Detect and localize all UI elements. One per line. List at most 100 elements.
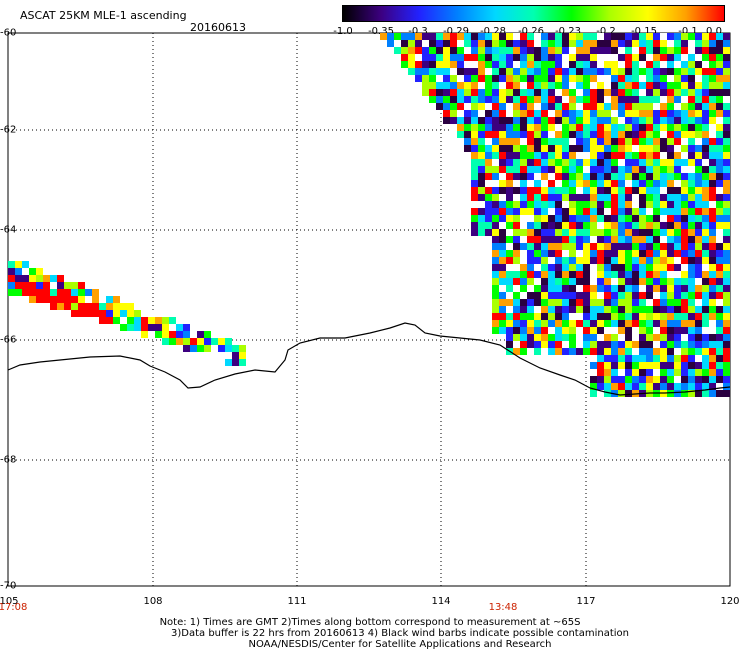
- swath-cell: [513, 215, 520, 222]
- swath-cell: [429, 68, 436, 75]
- swath-cell: [681, 110, 688, 117]
- swath-cell: [625, 229, 632, 236]
- swath-cell: [232, 352, 239, 359]
- swath-cell: [695, 61, 702, 68]
- swath-cell: [611, 362, 618, 369]
- swath-cell: [520, 166, 527, 173]
- swath-cell: [688, 362, 695, 369]
- swath-cell: [618, 138, 625, 145]
- swath-cell: [71, 289, 78, 296]
- swath-cell: [520, 47, 527, 54]
- swath-cell: [218, 338, 225, 345]
- swath-cell: [674, 166, 681, 173]
- swath-cell: [695, 131, 702, 138]
- swath-cell: [646, 152, 653, 159]
- swath-cell: [695, 355, 702, 362]
- swath-cell: [632, 243, 639, 250]
- swath-cell: [520, 334, 527, 341]
- swath-cell: [618, 68, 625, 75]
- swath-cell: [450, 54, 457, 61]
- swath-cell: [527, 285, 534, 292]
- swath-cell: [611, 131, 618, 138]
- swath-cell: [681, 54, 688, 61]
- swath-cell: [709, 362, 716, 369]
- swath-cell: [674, 173, 681, 180]
- swath-cell: [183, 324, 190, 331]
- swath-cell: [611, 383, 618, 390]
- swath-cell: [478, 47, 485, 54]
- swath-cell: [415, 40, 422, 47]
- swath-cell: [401, 40, 408, 47]
- swath-cell: [611, 306, 618, 313]
- swath-cell: [569, 124, 576, 131]
- swath-cell: [232, 345, 239, 352]
- swath-cell: [695, 110, 702, 117]
- swath-cell: [702, 341, 709, 348]
- swath-cell: [590, 89, 597, 96]
- swath-cell: [611, 194, 618, 201]
- swath-cell: [562, 257, 569, 264]
- swath-cell: [457, 82, 464, 89]
- colorbar-tick: -0.35: [368, 26, 394, 37]
- swath-cell: [660, 117, 667, 124]
- swath-cell: [688, 243, 695, 250]
- swath-cell: [443, 33, 450, 40]
- swath-cell: [709, 33, 716, 40]
- swath-cell: [611, 187, 618, 194]
- swath-cell: [576, 82, 583, 89]
- swath-cell: [520, 82, 527, 89]
- swath-cell: [716, 313, 723, 320]
- swath-cell: [688, 334, 695, 341]
- swath-cell: [576, 89, 583, 96]
- swath-cell: [590, 362, 597, 369]
- swath-cell: [457, 96, 464, 103]
- swath-cell: [513, 124, 520, 131]
- swath-cell: [548, 243, 555, 250]
- swath-cell: [681, 222, 688, 229]
- swath-cell: [155, 317, 162, 324]
- swath-cell: [576, 68, 583, 75]
- swath-cell: [667, 68, 674, 75]
- swath-cell: [653, 285, 660, 292]
- swath-cell: [674, 355, 681, 362]
- swath-cell: [653, 145, 660, 152]
- swath-cell: [625, 264, 632, 271]
- swath-cell: [583, 47, 590, 54]
- swath-cell: [611, 82, 618, 89]
- swath-cell: [597, 236, 604, 243]
- swath-cell: [639, 292, 646, 299]
- swath-cell: [527, 54, 534, 61]
- swath-cell: [625, 243, 632, 250]
- swath-cell: [569, 306, 576, 313]
- swath-cell: [527, 341, 534, 348]
- swath-cell: [436, 61, 443, 68]
- swath-cell: [520, 229, 527, 236]
- swath-cell: [555, 180, 562, 187]
- swath-cell: [555, 131, 562, 138]
- swath-cell: [681, 299, 688, 306]
- swath-cell: [506, 292, 513, 299]
- swath-cell: [709, 61, 716, 68]
- swath-cell: [632, 103, 639, 110]
- swath-cell: [590, 355, 597, 362]
- swath-cell: [513, 145, 520, 152]
- swath-cell: [548, 33, 555, 40]
- swath-cell: [681, 33, 688, 40]
- swath-cell: [681, 68, 688, 75]
- swath-cell: [218, 352, 225, 359]
- swath-cell: [604, 145, 611, 152]
- swath-cell: [639, 82, 646, 89]
- swath-cell: [632, 222, 639, 229]
- swath-cell: [534, 264, 541, 271]
- swath-cell: [478, 187, 485, 194]
- swath-cell: [681, 187, 688, 194]
- swath-cell: [688, 208, 695, 215]
- lat-label-64: -64: [0, 224, 17, 236]
- swath-cell: [78, 310, 85, 317]
- swath-cell: [590, 166, 597, 173]
- swath-cell: [8, 268, 15, 275]
- swath-cell: [506, 159, 513, 166]
- swath-cell: [618, 208, 625, 215]
- swath-cell: [232, 359, 239, 366]
- swath-cell: [499, 285, 506, 292]
